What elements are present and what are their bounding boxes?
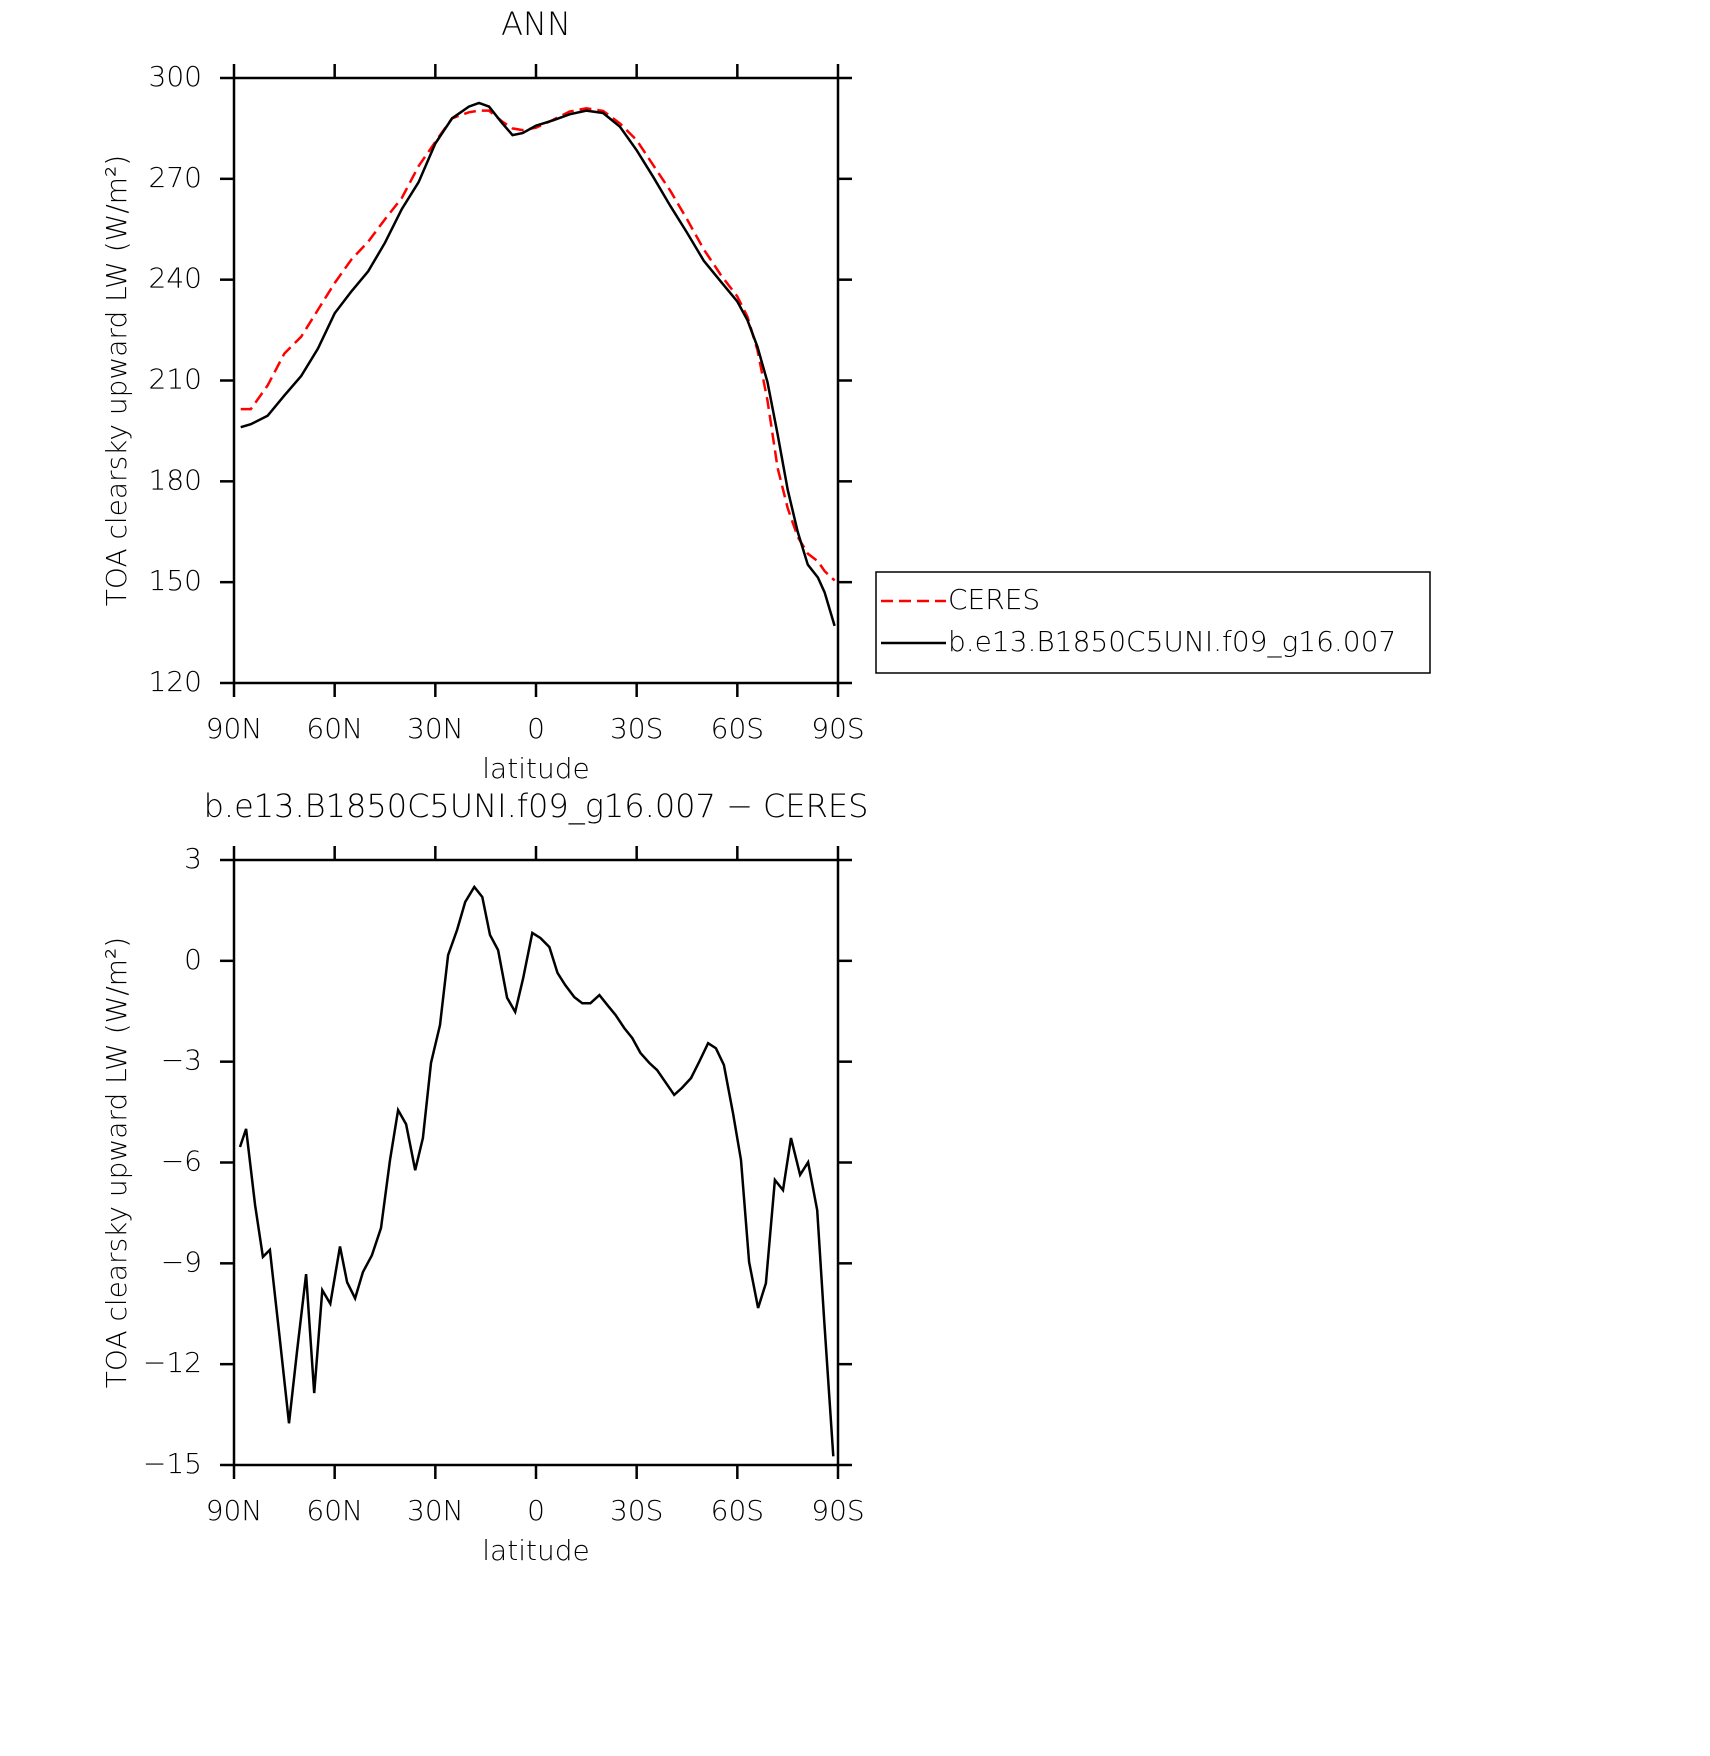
y-axis-label: TOA clearsky upward LW (W/m²) <box>100 937 133 1388</box>
x-tick-label: 90S <box>811 1494 864 1527</box>
series-line <box>240 107 836 582</box>
y-tick-label: 120 <box>149 665 202 698</box>
y-tick-label: −12 <box>143 1346 202 1379</box>
x-tick-label: 30S <box>610 712 663 745</box>
y-tick-label: 150 <box>149 564 202 597</box>
legend-label: b.e13.B1850C5UNI.f09_g16.007 <box>948 625 1396 659</box>
legend: CERES b.e13.B1850C5UNI.f09_g16.007 <box>875 571 1431 674</box>
x-tick-label: 60N <box>306 1494 363 1527</box>
series-line <box>240 101 836 627</box>
x-tick-label: 30S <box>610 1494 663 1527</box>
x-tick-label: 60S <box>711 1494 764 1527</box>
y-axis-label: TOA clearsky upward LW (W/m²) <box>100 155 133 606</box>
plot-frame <box>232 858 840 1467</box>
x-tick-label: 30N <box>407 1494 464 1527</box>
x-tick-label: 90N <box>206 712 263 745</box>
x-tick-label: 0 <box>527 712 545 745</box>
y-tick-label: −3 <box>161 1044 202 1077</box>
x-tick-label: 90N <box>206 1494 263 1527</box>
plot-frame <box>232 76 840 685</box>
x-axis-label: latitude <box>482 1534 589 1567</box>
x-axis-label: latitude <box>482 752 589 785</box>
x-tick-label: 60N <box>306 712 363 745</box>
y-tick-label: −15 <box>143 1447 202 1480</box>
y-tick-label: 270 <box>149 161 202 194</box>
panel: b.e13.B1850C5UNI.f09_g16.007 − CERES −15 −… <box>100 787 868 1567</box>
y-tick-label: 240 <box>149 262 202 295</box>
x-tick-label: 60S <box>711 712 764 745</box>
y-tick-label: 300 <box>149 60 202 93</box>
chart-title: b.e13.B1850C5UNI.f09_g16.007 − CERES <box>204 787 869 825</box>
y-tick-label: 3 <box>184 842 202 875</box>
series-line <box>238 884 835 1457</box>
x-tick-label: 0 <box>527 1494 545 1527</box>
y-tick-label: 210 <box>149 363 202 396</box>
legend-label: CERES <box>948 583 1040 616</box>
chart-title: ANN <box>501 5 571 43</box>
y-tick-label: 180 <box>149 463 202 496</box>
y-tick-label: −6 <box>161 1145 202 1178</box>
panel: ANN 120 150 180 210 240 270 300 90N 60N 30N 0 30S 60S… <box>100 5 1431 785</box>
y-tick-label: 0 <box>184 943 202 976</box>
x-tick-label: 30N <box>407 712 464 745</box>
y-tick-label: −9 <box>161 1245 202 1278</box>
x-tick-label: 90S <box>811 712 864 745</box>
legend-box <box>875 571 1431 674</box>
